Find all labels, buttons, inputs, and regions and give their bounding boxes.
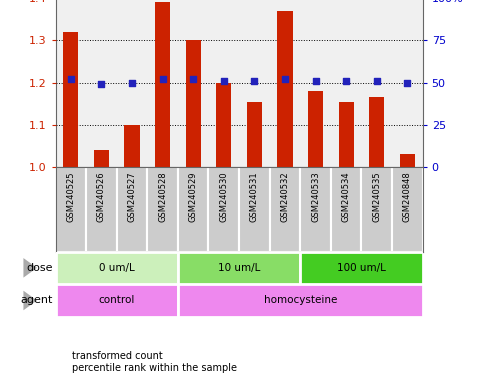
- Point: [281, 76, 289, 82]
- Bar: [277, 11, 293, 167]
- Bar: [300, 252, 423, 284]
- Text: GSM240529: GSM240529: [189, 171, 198, 222]
- Bar: [369, 97, 384, 167]
- Text: 0 um/L: 0 um/L: [99, 263, 135, 273]
- Text: control: control: [99, 295, 135, 306]
- Point: [312, 78, 319, 84]
- Bar: [339, 101, 354, 167]
- Point: [373, 78, 381, 84]
- Text: GSM240525: GSM240525: [66, 171, 75, 222]
- Bar: [125, 125, 140, 167]
- Text: homocysteine: homocysteine: [264, 295, 337, 306]
- Text: GSM240526: GSM240526: [97, 171, 106, 222]
- Text: agent: agent: [21, 295, 53, 306]
- Text: GSM240848: GSM240848: [403, 171, 412, 222]
- Text: GSM240535: GSM240535: [372, 171, 381, 222]
- Text: 10 um/L: 10 um/L: [218, 263, 260, 273]
- Bar: [155, 2, 170, 167]
- Text: GSM240531: GSM240531: [250, 171, 259, 222]
- Text: percentile rank within the sample: percentile rank within the sample: [72, 363, 238, 373]
- Point: [342, 78, 350, 84]
- Text: GSM240528: GSM240528: [158, 171, 167, 222]
- Bar: [216, 83, 231, 167]
- Point: [251, 78, 258, 84]
- Text: GSM240532: GSM240532: [281, 171, 289, 222]
- Bar: [63, 32, 78, 167]
- Point: [159, 76, 167, 82]
- Bar: [56, 284, 178, 317]
- Bar: [56, 167, 86, 252]
- Bar: [392, 167, 423, 252]
- Text: GSM240530: GSM240530: [219, 171, 228, 222]
- Bar: [270, 167, 300, 252]
- Bar: [331, 167, 361, 252]
- Bar: [361, 167, 392, 252]
- Point: [189, 76, 197, 82]
- Bar: [86, 167, 117, 252]
- Point: [67, 76, 75, 82]
- Bar: [300, 167, 331, 252]
- Bar: [56, 252, 178, 284]
- Text: GSM240527: GSM240527: [128, 171, 137, 222]
- Bar: [185, 40, 201, 167]
- Polygon shape: [23, 291, 37, 310]
- Bar: [178, 284, 423, 317]
- Bar: [247, 101, 262, 167]
- Text: GSM240533: GSM240533: [311, 171, 320, 222]
- Polygon shape: [23, 258, 37, 278]
- Point: [98, 81, 105, 87]
- Point: [403, 79, 411, 86]
- Bar: [239, 167, 270, 252]
- Bar: [400, 154, 415, 167]
- Bar: [117, 167, 147, 252]
- Text: 100 um/L: 100 um/L: [337, 263, 386, 273]
- Text: dose: dose: [27, 263, 53, 273]
- Point: [128, 79, 136, 86]
- Bar: [178, 252, 300, 284]
- Bar: [147, 167, 178, 252]
- Bar: [209, 167, 239, 252]
- Bar: [94, 150, 109, 167]
- Point: [220, 78, 227, 84]
- Text: transformed count: transformed count: [72, 351, 163, 361]
- Text: GSM240534: GSM240534: [341, 171, 351, 222]
- Bar: [308, 91, 323, 167]
- Bar: [178, 167, 209, 252]
